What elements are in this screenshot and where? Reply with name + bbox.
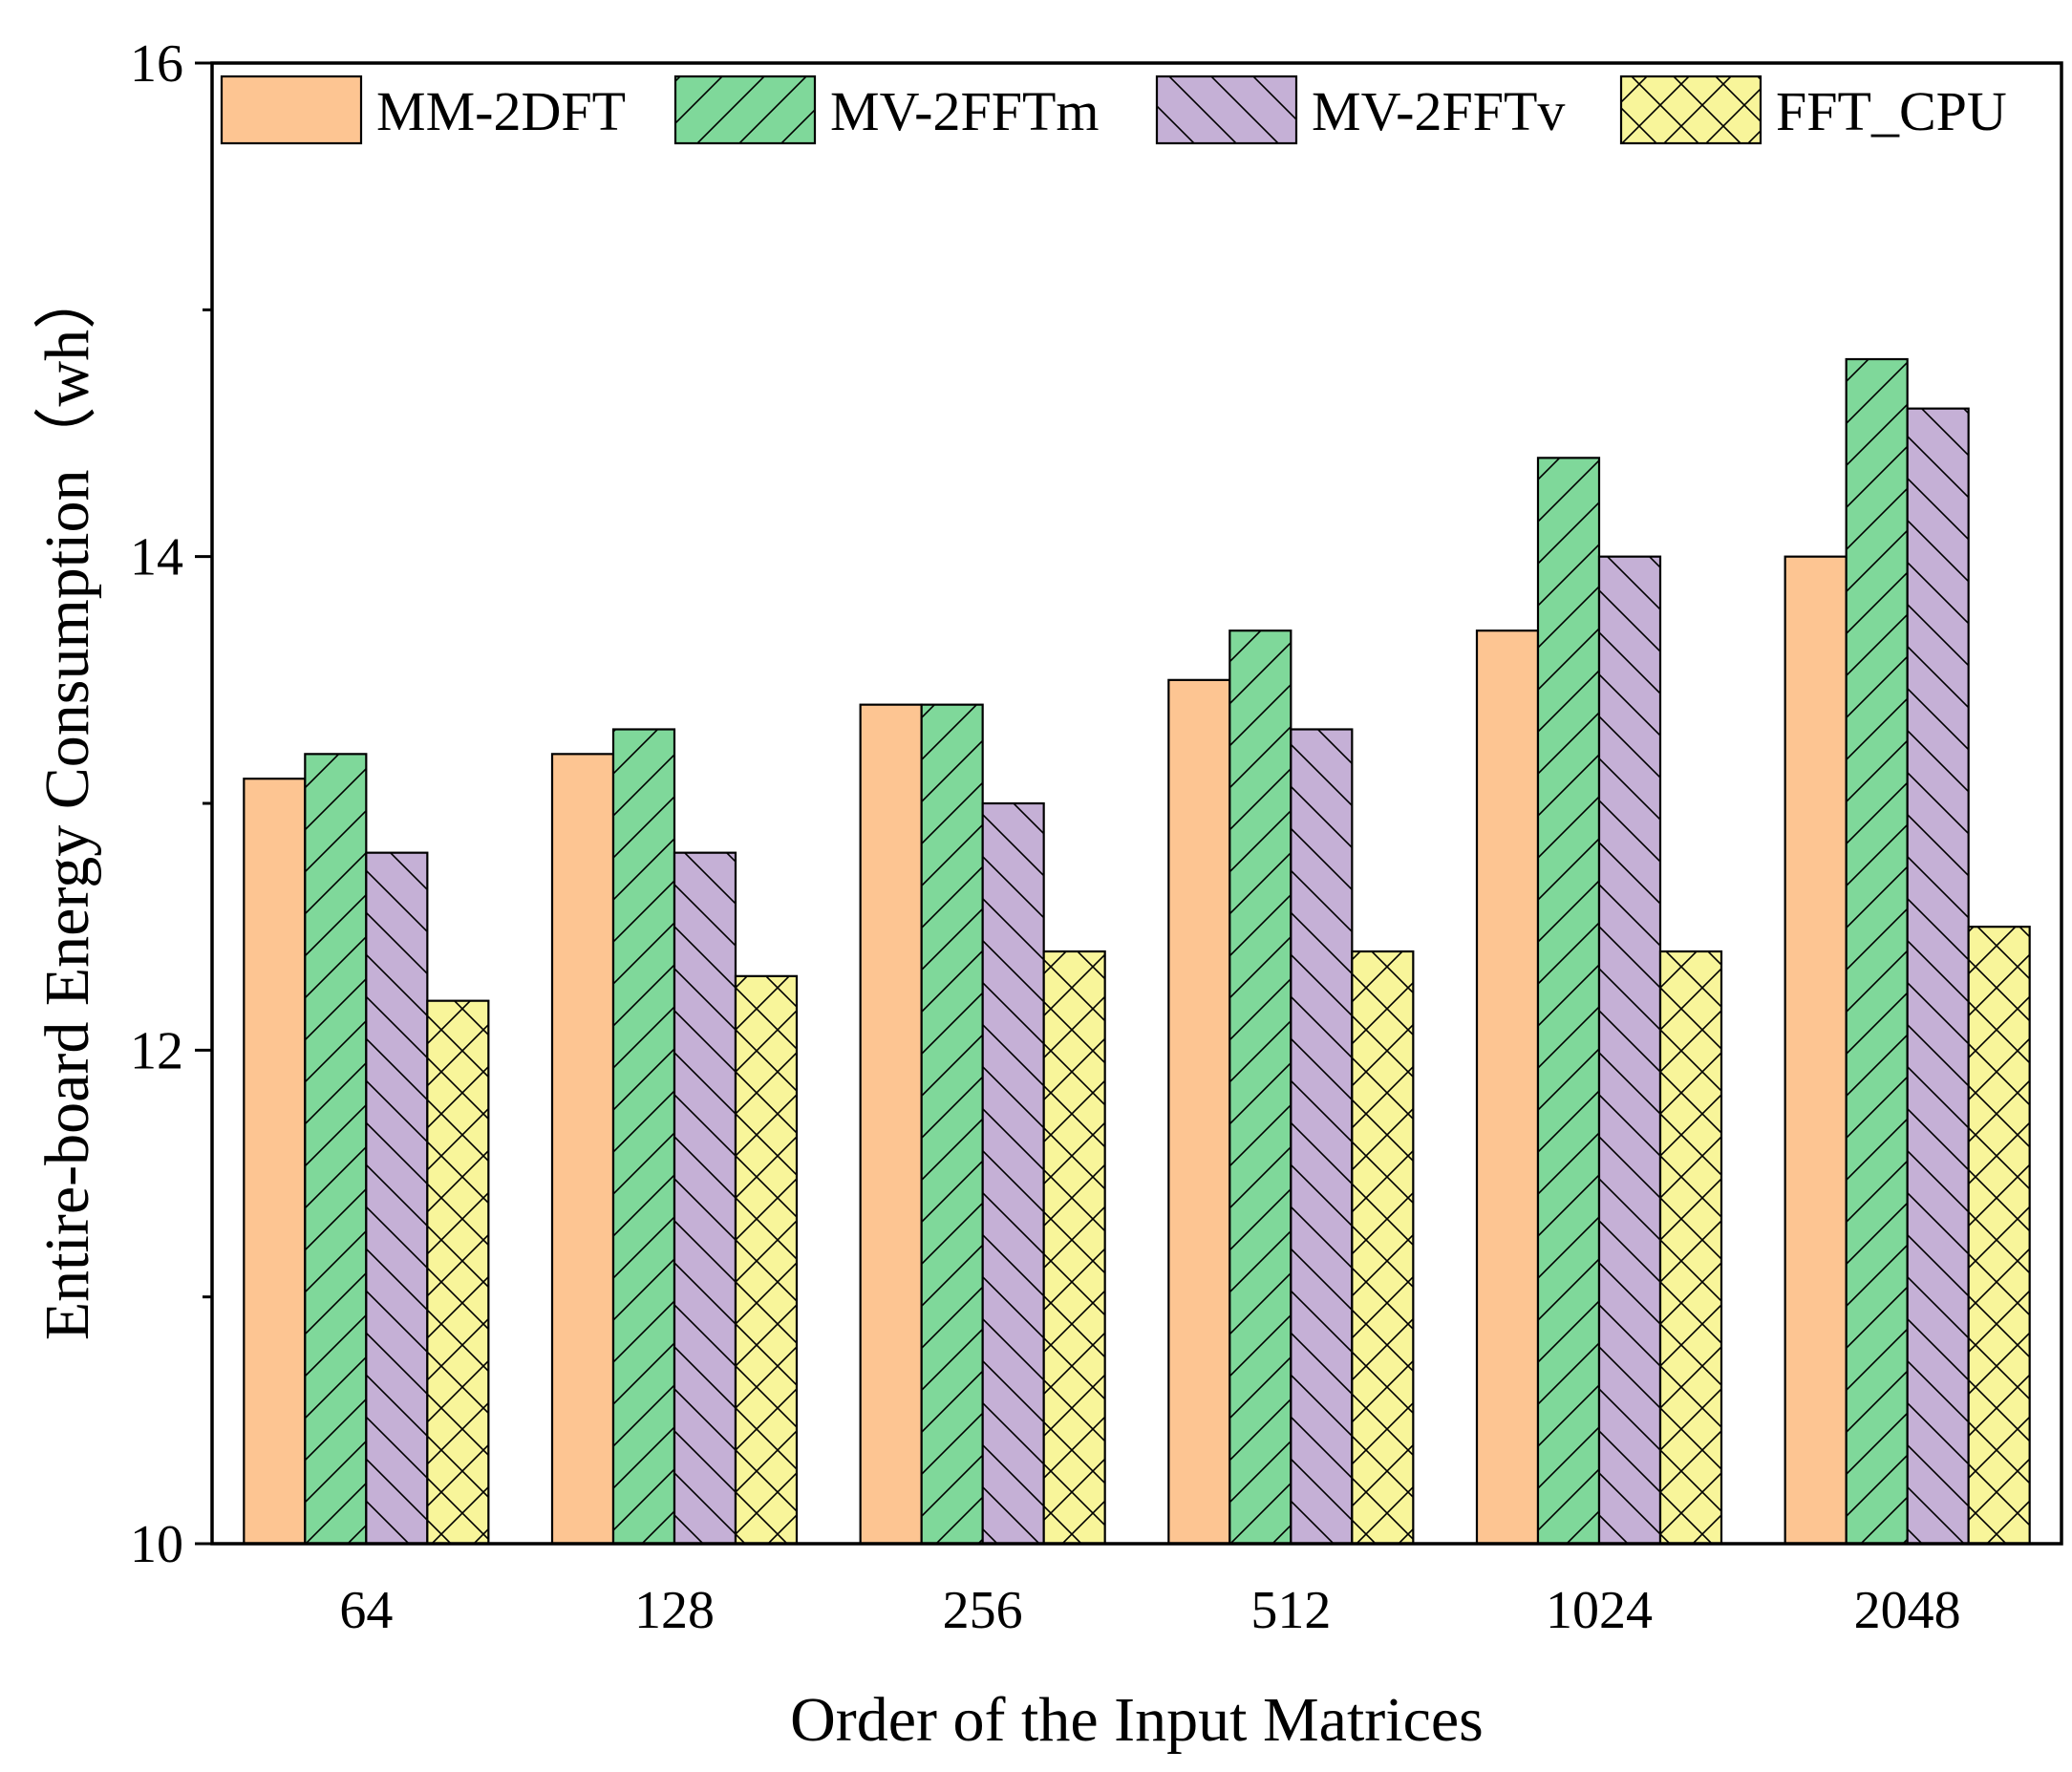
bar-mv-2fftv-2048 xyxy=(1906,407,1970,1546)
bar-fft-cpu-512 xyxy=(1351,950,1415,1546)
legend-swatch xyxy=(1619,75,1762,145)
x-axis-label: Order of the Input Matrices xyxy=(790,1685,1484,1755)
bar-mv-2fftv-64 xyxy=(365,851,429,1546)
x-tick-label: 64 xyxy=(339,1581,393,1640)
y-tick-label: 14 xyxy=(130,528,183,587)
legend-label: FFT_CPU xyxy=(1776,80,2007,142)
x-tick-label: 128 xyxy=(634,1581,715,1640)
legend: MM-2DFT MV-2FFTm MV-2FFTv FFT_CPU xyxy=(220,75,2007,145)
bar-mv-2fftv-1024 xyxy=(1597,555,1662,1546)
bar-mv-2fftm-512 xyxy=(1228,630,1292,1546)
bar-fft-cpu-2048 xyxy=(1967,926,2031,1546)
legend-item-mv-2fftv: MV-2FFTv xyxy=(1155,75,1565,145)
y-tick-label: 16 xyxy=(130,34,183,94)
bar-mv-2fftm-1024 xyxy=(1536,457,1601,1546)
x-tick-label: 256 xyxy=(943,1581,1023,1640)
legend-item-fft-cpu: FFT_CPU xyxy=(1619,75,2007,145)
legend-swatch xyxy=(1155,75,1298,145)
y-tick-label: 12 xyxy=(130,1021,183,1080)
bar-fft-cpu-64 xyxy=(426,999,490,1546)
y-tick-label: 10 xyxy=(130,1515,183,1574)
bar-mm-2dft-256 xyxy=(859,703,923,1546)
legend-label: MV-2FFTv xyxy=(1312,80,1565,142)
bar-mm-2dft-2048 xyxy=(1784,555,1848,1546)
bar-mm-2dft-1024 xyxy=(1475,630,1540,1546)
legend-swatch xyxy=(673,75,817,145)
bar-fft-cpu-1024 xyxy=(1658,950,1723,1546)
bar-mm-2dft-512 xyxy=(1167,678,1231,1546)
legend-label: MM-2DFT xyxy=(376,80,626,142)
bar-fft-cpu-256 xyxy=(1042,950,1106,1546)
legend-item-mm-2dft: MM-2DFT xyxy=(220,75,626,145)
bar-mv-2fftv-512 xyxy=(1290,728,1354,1546)
legend-label: MV-2FFTm xyxy=(830,80,1100,142)
x-tick-label: 2048 xyxy=(1854,1581,1961,1640)
y-axis-label: Entire-board Energy Consumption（wh） xyxy=(32,267,102,1340)
bar-mv-2fftv-256 xyxy=(981,801,1045,1546)
legend-swatch xyxy=(220,75,363,145)
bar-mv-2fftm-2048 xyxy=(1845,357,1909,1546)
bar-mm-2dft-64 xyxy=(243,778,307,1546)
legend-item-mv-2fftm: MV-2FFTm xyxy=(673,75,1100,145)
x-tick-label: 512 xyxy=(1250,1581,1331,1640)
plot-area: 64 128 256 512 1024 2048 10 12 14 16 xyxy=(130,34,2063,1640)
bar-mv-2fftv-128 xyxy=(673,851,737,1546)
bar-mv-2fftm-64 xyxy=(304,753,368,1546)
bar-mv-2fftm-256 xyxy=(920,703,984,1546)
bar-fft-cpu-128 xyxy=(734,974,799,1546)
bar-mm-2dft-128 xyxy=(550,753,615,1546)
bar-mv-2fftm-128 xyxy=(611,728,676,1546)
x-tick-label: 1024 xyxy=(1546,1581,1653,1640)
